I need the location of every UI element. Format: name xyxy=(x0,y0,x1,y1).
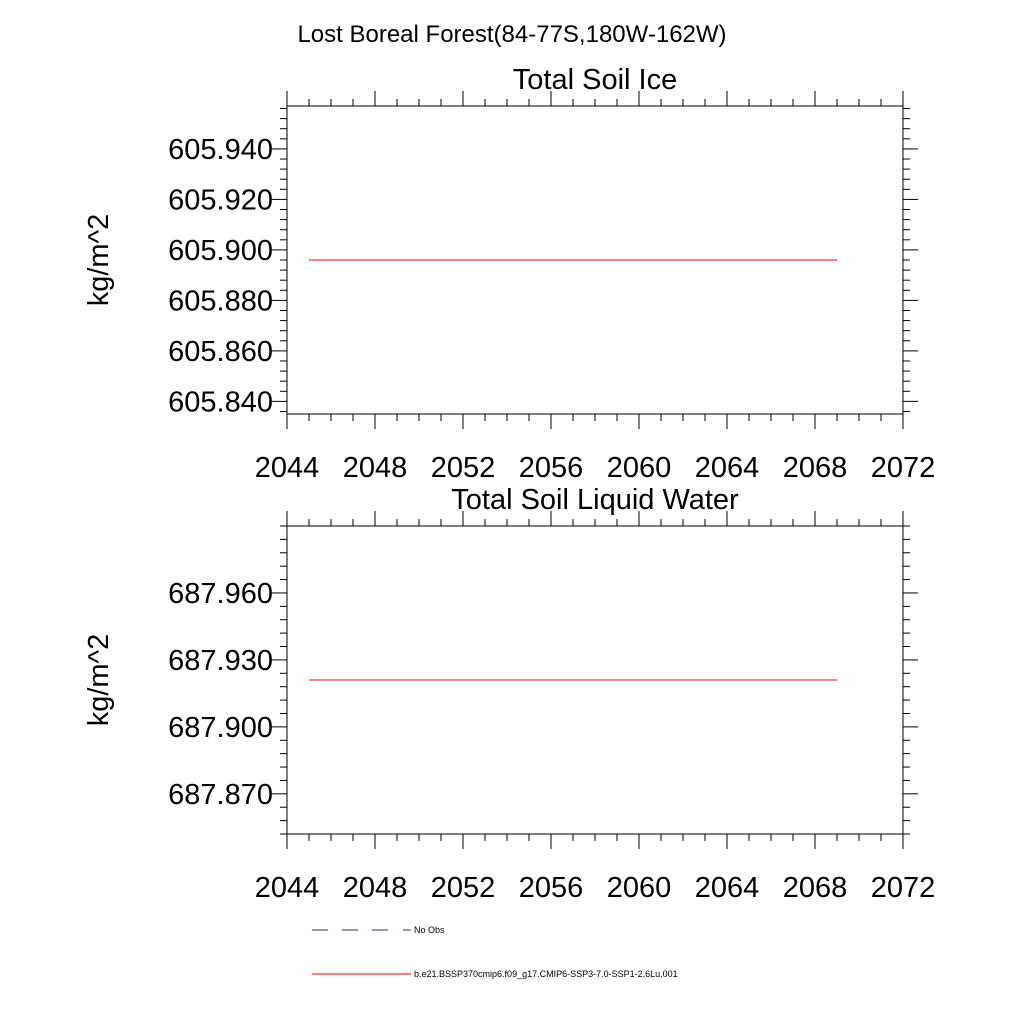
x-tick-label: 2056 xyxy=(519,872,584,904)
y-tick-label: 605.880 xyxy=(168,285,273,317)
plot-panel-1: 2044 2048 2052 2056 2060 2064 2068 2072 605.840 6… xyxy=(83,64,935,484)
y-tick-label: 605.940 xyxy=(168,134,273,166)
plot-panel-2: 2044 2048 2052 2056 2060 2064 2068 2072 687.870 6… xyxy=(83,484,935,904)
x-tick-label: 2044 xyxy=(255,452,320,484)
legend-label-run: b.e21.BSSP370cmip6.f09_g17.CMIP6-SSP3-7.… xyxy=(414,969,678,979)
plot-title: Total Soil Ice xyxy=(513,64,677,96)
plot-title: Total Soil Liquid Water xyxy=(451,484,739,516)
y-tick-label: 605.860 xyxy=(168,336,273,368)
figure-title: Lost Boreal Forest(84-77S,180W-162W) xyxy=(297,21,726,48)
x-tick-label: 2068 xyxy=(783,452,848,484)
y-axis-label: kg/m^2 xyxy=(83,634,115,727)
x-tick-label: 2052 xyxy=(431,452,496,484)
x-tick-label: 2072 xyxy=(871,452,936,484)
x-tick-label: 2048 xyxy=(343,872,408,904)
x-tick-label: 2060 xyxy=(607,872,672,904)
y-axis-label: kg/m^2 xyxy=(83,214,115,307)
y-tick-label: 687.870 xyxy=(168,779,273,811)
x-tick-label: 2044 xyxy=(255,872,320,904)
y-tick-label: 687.900 xyxy=(168,712,273,744)
y-tick-label: 605.840 xyxy=(168,386,273,418)
x-tick-label: 2056 xyxy=(519,452,584,484)
x-tick-label: 2072 xyxy=(871,872,936,904)
x-tick-label: 2064 xyxy=(695,872,760,904)
y-tick-label: 687.960 xyxy=(168,578,273,610)
y-tick-label: 605.920 xyxy=(168,184,273,216)
x-tick-label: 2068 xyxy=(783,872,848,904)
x-tick-label: 2060 xyxy=(607,452,672,484)
y-tick-label: 687.930 xyxy=(168,645,273,677)
legend: No Obs b.e21.BSSP370cmip6.f09_g17.CMIP6-… xyxy=(312,925,678,979)
y-tick-label: 605.900 xyxy=(168,235,273,267)
x-tick-label: 2064 xyxy=(695,452,760,484)
x-tick-label: 2048 xyxy=(343,452,408,484)
x-tick-label: 2052 xyxy=(431,872,496,904)
legend-label-no-obs: No Obs xyxy=(414,925,445,935)
